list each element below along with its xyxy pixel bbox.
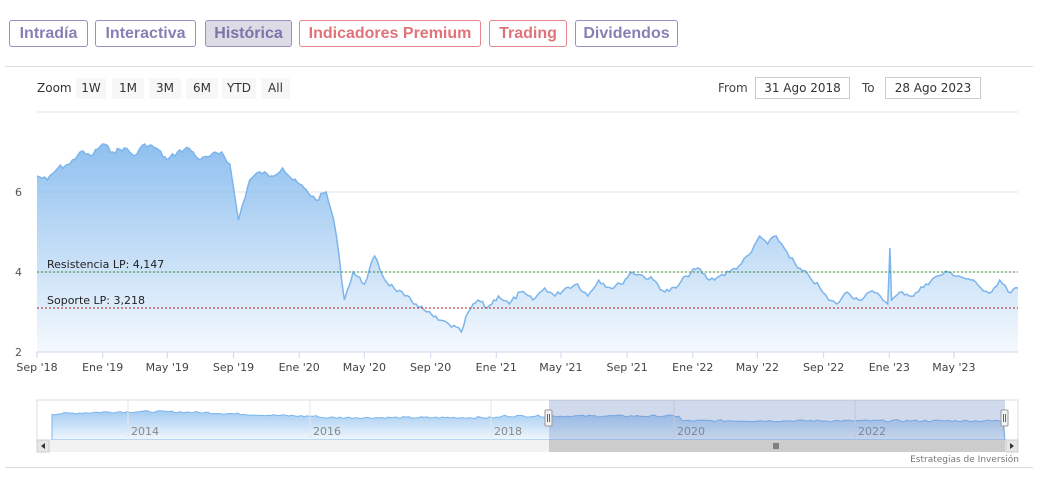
navigator-tick-label: 2018 [494, 425, 522, 438]
tab-trading[interactable]: Trading [489, 20, 567, 47]
y-tick-label: 4 [15, 266, 22, 279]
support-resistance-lines: Resistencia LP: 4,147 Soporte LP: 3,218 [37, 258, 1018, 309]
x-tick-label: Ene '21 [476, 361, 517, 374]
price-area [37, 144, 1018, 352]
x-tick-label: May '20 [343, 361, 386, 374]
zoom-button-6m[interactable]: 6M [186, 78, 218, 99]
tab-historica[interactable]: Histórica [205, 20, 292, 47]
chart-credit: Estrategias de Inversión [910, 455, 1019, 465]
top-divider [5, 66, 1033, 67]
tab-indicadores-premium[interactable]: Indicadores Premium [299, 20, 481, 47]
zoom-button-1w[interactable]: 1W [76, 78, 106, 99]
x-tick-label: May '21 [539, 361, 582, 374]
y-axis-ticks: 2 4 6 [15, 186, 22, 359]
x-tick-label: Sep '21 [606, 361, 647, 374]
x-tick-label: May '23 [932, 361, 975, 374]
tab-interactiva[interactable]: Interactiva [95, 20, 196, 47]
arrow-left-icon [41, 443, 45, 449]
tab-intradia[interactable]: Intradía [9, 20, 88, 47]
from-label: From [718, 81, 748, 95]
x-tick-label: Sep '18 [16, 361, 57, 374]
navigator-area [51, 410, 1006, 441]
from-date-input[interactable]: 31 Ago 2018 [755, 77, 850, 99]
x-tick-label: Sep '19 [213, 361, 254, 374]
x-tick-label: May '19 [146, 361, 189, 374]
navigator[interactable]: 2014 2016 2018 2020 2022 [36, 399, 1019, 441]
price-line [36, 143, 1019, 334]
x-tick-label: May '22 [736, 361, 779, 374]
x-tick-label: Ene '19 [82, 361, 123, 374]
tab-dividendos[interactable]: Dividendos [575, 20, 678, 47]
resistance-label: Resistencia LP: 4,147 [47, 258, 164, 271]
y-tick-label: 2 [15, 346, 22, 359]
y-tick-label: 6 [15, 186, 22, 199]
navigator-left-handle[interactable] [544, 409, 553, 427]
to-label: To [862, 81, 875, 95]
navigator-selected-range[interactable] [549, 400, 1005, 440]
support-label: Soporte LP: 3,218 [47, 294, 145, 307]
navigator-tick-label: 2022 [858, 425, 886, 438]
navigator-tick-label: 2016 [313, 425, 341, 438]
navigator-ticks: 2014 2016 2018 2020 2022 [127, 400, 886, 440]
scrollbar-thumb[interactable] [549, 440, 1005, 452]
to-date-input[interactable]: 28 Ago 2023 [885, 77, 981, 99]
zoom-button-3m[interactable]: 3M [149, 78, 181, 99]
x-axis-ticks: Sep '18 Ene '19 May '19 Sep '19 Ene '20 May '… [16, 352, 976, 374]
x-tick-label: Sep '20 [410, 361, 451, 374]
x-tick-label: Ene '22 [672, 361, 713, 374]
navigator-tick-label: 2014 [131, 425, 159, 438]
x-tick-label: Ene '20 [279, 361, 320, 374]
arrow-right-icon [1010, 443, 1014, 449]
bottom-divider [5, 467, 1033, 468]
scrollbar[interactable] [36, 439, 1019, 453]
x-tick-label: Ene '23 [869, 361, 910, 374]
zoom-button-1m[interactable]: 1M [112, 78, 144, 99]
navigator-right-handle[interactable] [1000, 409, 1009, 427]
zoom-label: Zoom [37, 81, 72, 95]
x-tick-label: Sep '22 [803, 361, 844, 374]
navigator-tick-label: 2020 [677, 425, 705, 438]
zoom-button-ytd[interactable]: YTD [222, 78, 256, 99]
zoom-button-all[interactable]: All [261, 78, 290, 99]
